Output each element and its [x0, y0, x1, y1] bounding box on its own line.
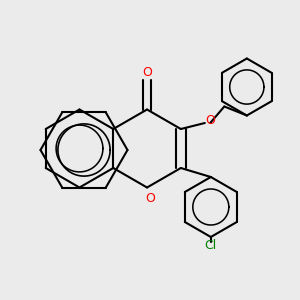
Text: O: O — [145, 191, 155, 205]
Text: O: O — [142, 65, 152, 79]
Text: Cl: Cl — [205, 239, 217, 252]
Text: O: O — [205, 114, 215, 127]
